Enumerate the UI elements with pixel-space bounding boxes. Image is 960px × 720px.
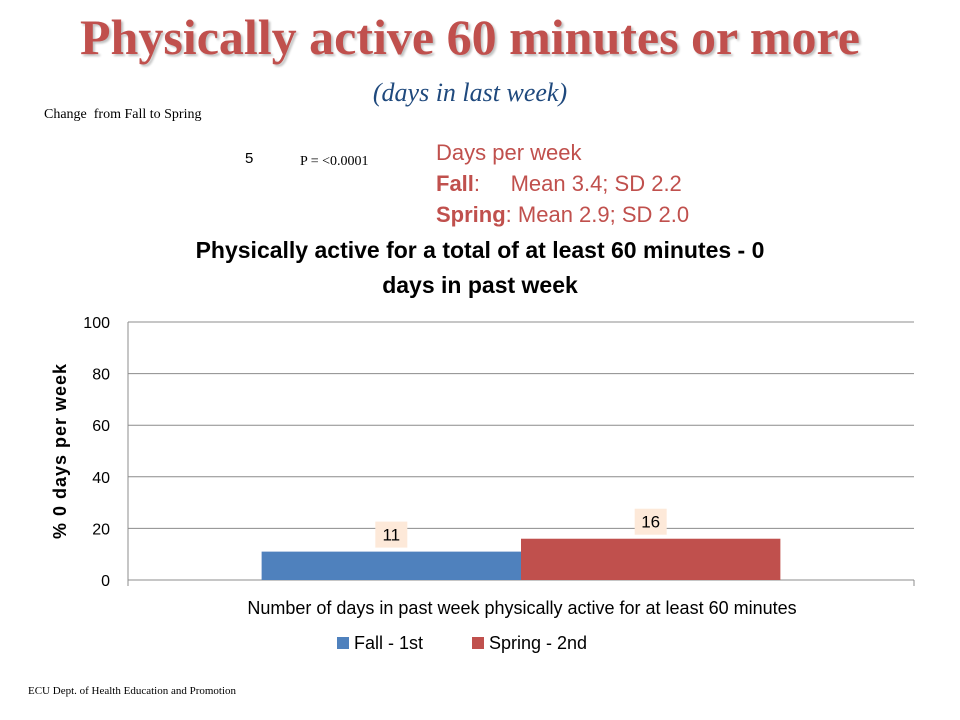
chart-title-line: Physically active for a total of at leas… bbox=[196, 237, 765, 263]
change-label: Change from Fall to Spring bbox=[44, 107, 202, 122]
p-value: P = <0.0001 bbox=[300, 154, 369, 169]
y-tick-label: 40 bbox=[92, 470, 110, 487]
data-label-box bbox=[634, 508, 667, 535]
stats-fall: Fall: Mean 3.4; SD 2.2 bbox=[436, 168, 689, 199]
y-tick-label: 80 bbox=[92, 367, 110, 384]
chart-title-line: days in past week bbox=[382, 272, 578, 298]
y-tick-label: 100 bbox=[83, 315, 110, 332]
stats-spring: Spring: Mean 2.9; SD 2.0 bbox=[436, 199, 689, 230]
legend-label: Spring - 2nd bbox=[489, 633, 587, 653]
bar-fall-1st bbox=[261, 551, 521, 580]
legend-label: Fall - 1st bbox=[354, 633, 423, 653]
y-tick-label: 0 bbox=[101, 573, 110, 590]
fall-stats: : Mean 3.4; SD 2.2 bbox=[473, 171, 682, 196]
slide-subtitle: (days in last week) bbox=[372, 78, 568, 107]
data-label-box bbox=[375, 521, 408, 548]
legend-swatch bbox=[337, 637, 349, 649]
legend-swatch bbox=[472, 637, 484, 649]
bar-spring-2nd bbox=[521, 538, 781, 580]
stats-heading: Days per week bbox=[436, 140, 582, 165]
footer: ECU Dept. of Health Education and Promot… bbox=[28, 685, 237, 697]
y-tick-label: 60 bbox=[92, 418, 110, 435]
data-label: 16 bbox=[641, 513, 660, 532]
x-axis-title: Number of days in past week physically a… bbox=[247, 598, 796, 618]
fall-term: Fall bbox=[436, 171, 474, 196]
data-label: 11 bbox=[382, 526, 400, 545]
spring-stats: : Mean 2.9; SD 2.0 bbox=[505, 202, 690, 227]
spring-term: Spring bbox=[436, 202, 506, 227]
y-axis-title: % 0 days per week bbox=[50, 363, 70, 539]
slide-title: Physically active 60 minutes or more bbox=[80, 9, 860, 65]
y-tick-label: 20 bbox=[92, 521, 110, 538]
stats-box: Days per week Fall: Mean 3.4; SD 2.2 Spr… bbox=[436, 137, 689, 230]
change-number: 5 bbox=[245, 150, 254, 167]
